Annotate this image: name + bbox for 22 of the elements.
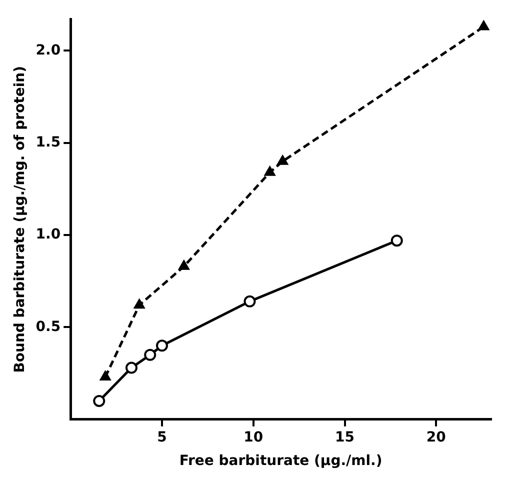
point: [264, 166, 276, 176]
point: [100, 371, 111, 381]
point: [244, 295, 256, 308]
point: [478, 20, 490, 30]
x-tick-label: 5: [157, 429, 167, 446]
x-tick-label: 10: [244, 429, 264, 446]
y-tick-label: 0.5: [36, 318, 61, 335]
y-axis-title: Bound barbiturate (µg./mg. of protein): [12, 66, 28, 373]
point: [277, 155, 288, 165]
x-tick-label: 15: [335, 429, 355, 446]
point: [178, 260, 190, 270]
point: [93, 394, 106, 407]
y-tick-label: 1.0: [36, 226, 61, 243]
point: [390, 234, 403, 247]
y-tick-label: 1.5: [36, 134, 61, 151]
point: [156, 340, 168, 352]
point: [125, 362, 138, 374]
y-tick-label: 2.0: [36, 42, 61, 58]
point: [134, 299, 145, 309]
x-axis-title: Free barbiturate (µg./ml.): [179, 453, 382, 470]
point: [144, 348, 156, 361]
x-tick-label: 20: [426, 429, 446, 446]
